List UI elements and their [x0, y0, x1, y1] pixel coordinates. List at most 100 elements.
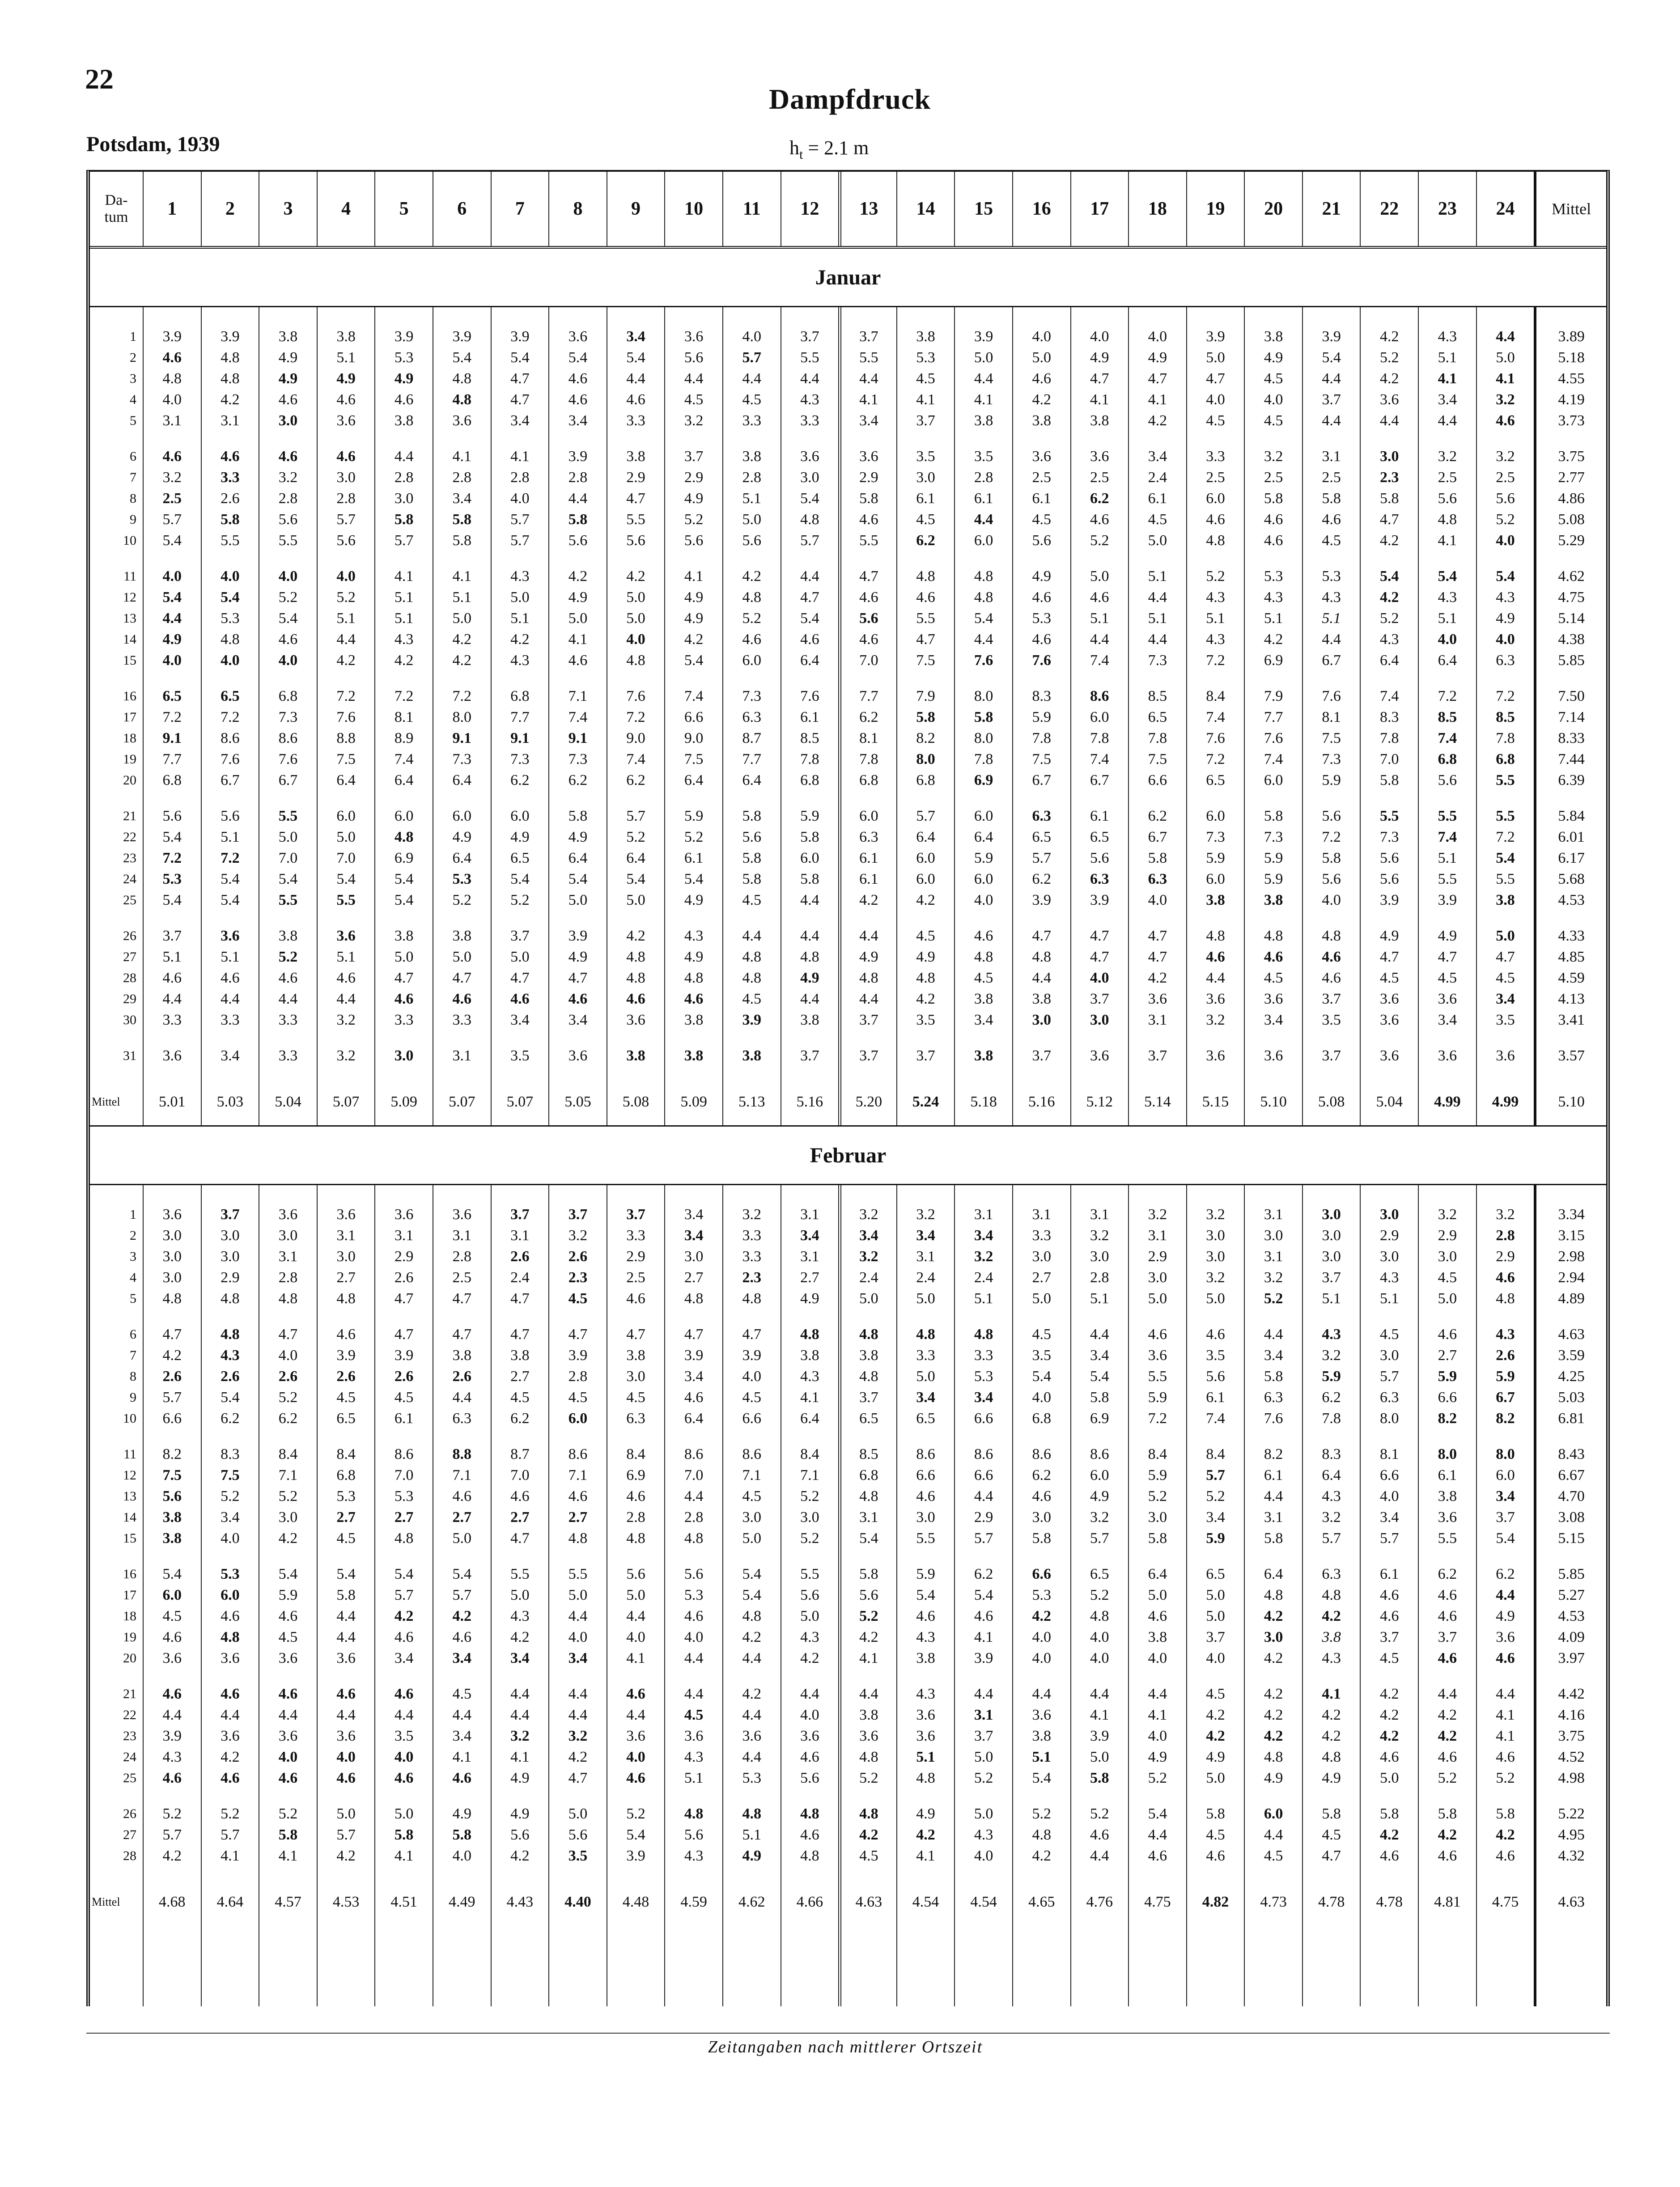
hour-value: 8.6	[954, 1429, 1012, 1465]
row-mean: 5.84	[1534, 791, 1606, 826]
hour-value: 7.6	[1186, 728, 1244, 749]
hour-value: 5.0	[316, 1789, 375, 1824]
hour-value: 8.6	[259, 728, 317, 749]
hour-value: 7.3	[548, 749, 607, 770]
hour-value: 3.2	[722, 1185, 781, 1225]
hour-value: 3.7	[838, 1030, 896, 1066]
hour-value: 4.0	[259, 650, 317, 671]
hour-value: 4.6	[548, 650, 607, 671]
hour-value: 2.8	[606, 1507, 665, 1528]
hour-value: 7.8	[1128, 728, 1186, 749]
hour-mean-value: 5.08	[1302, 1066, 1360, 1112]
hour-value: 4.7	[606, 488, 665, 509]
hour-value: 5.5	[780, 1549, 839, 1585]
hour-value: 3.8	[954, 988, 1012, 1009]
hour-value: 5.6	[1476, 488, 1534, 509]
hour-value: 4.4	[954, 629, 1012, 650]
hour-value: 8.6	[1070, 1429, 1128, 1465]
hour-value: 5.1	[316, 347, 375, 368]
table-row: 17 6.0 6.0 5.9 5.8 5.7 5.7 5.0 5.0 5.0 5.3 5.4 5.6 5.…	[90, 1585, 1606, 1606]
filler-cell	[432, 1912, 491, 2006]
hour-value: 4.9	[374, 368, 433, 389]
hour-value: 3.1	[1128, 1225, 1186, 1246]
hour-value: 5.0	[259, 826, 317, 848]
row-mean: 4.89	[1534, 1288, 1606, 1309]
hour-value: 3.1	[780, 1185, 839, 1225]
hour-value: 3.6	[664, 307, 722, 347]
hour-value: 4.6	[1360, 1845, 1418, 1866]
hour-value: 4.6	[1186, 1309, 1244, 1345]
hour-value: 4.2	[1244, 1725, 1302, 1746]
filler-cell	[490, 1112, 549, 1125]
hour-value: 8.1	[374, 707, 433, 728]
hour-value: 6.6	[954, 1408, 1012, 1429]
hour-value: 3.5	[896, 431, 955, 467]
hour-value: 7.4	[374, 749, 433, 770]
hour-value: 4.4	[432, 1704, 491, 1725]
hour-value: 6.6	[896, 1465, 955, 1486]
hour-value: 4.7	[1360, 509, 1418, 530]
header-hour: 4	[316, 172, 375, 246]
hour-value: 6.3	[1012, 791, 1070, 826]
hour-value: 5.5	[838, 530, 896, 551]
hour-value: 4.4	[259, 1704, 317, 1725]
hour-value: 5.7	[200, 1824, 259, 1845]
hour-value: 6.0	[954, 869, 1012, 890]
hour-value: 4.6	[1186, 1845, 1244, 1866]
hour-value: 5.3	[316, 1486, 375, 1507]
hour-value: 4.8	[722, 587, 781, 608]
hour-mean-value: 5.20	[838, 1066, 896, 1112]
hour-value: 4.6	[606, 988, 665, 1009]
hour-value: 2.8	[374, 467, 433, 488]
hour-value: 3.6	[1360, 389, 1418, 410]
hour-value: 4.6	[259, 629, 317, 650]
hour-value: 4.8	[374, 1528, 433, 1549]
hour-value: 3.7	[1186, 1627, 1244, 1648]
hour-value: 4.0	[606, 1627, 665, 1648]
row-mean: 3.57	[1534, 1030, 1606, 1066]
hour-value: 3.7	[896, 410, 955, 431]
hour-value: 3.0	[1244, 1627, 1302, 1648]
hour-value: 3.2	[896, 1185, 955, 1225]
hour-value: 5.0	[1012, 1288, 1070, 1309]
hour-value: 4.3	[1360, 1267, 1418, 1288]
hour-value: 2.8	[954, 467, 1012, 488]
hour-value: 2.7	[432, 1507, 491, 1528]
hour-value: 5.8	[432, 530, 491, 551]
hour-value: 4.6	[838, 629, 896, 650]
hour-value: 4.3	[1302, 587, 1360, 608]
hour-value: 3.4	[490, 410, 549, 431]
hour-value: 5.9	[1128, 1465, 1186, 1486]
hour-value: 4.5	[1360, 1648, 1418, 1669]
hour-value: 3.8	[838, 1345, 896, 1366]
hour-value: 6.8	[143, 770, 201, 791]
hour-value: 5.5	[606, 509, 665, 530]
hour-value: 4.2	[1360, 1824, 1418, 1845]
hour-value: 6.1	[374, 1408, 433, 1429]
hour-value: 8.2	[1476, 1408, 1534, 1429]
hour-value: 5.2	[1186, 1486, 1244, 1507]
hour-value: 4.4	[316, 988, 375, 1009]
hour-value: 4.6	[1186, 946, 1244, 967]
hour-value: 6.5	[1186, 770, 1244, 791]
hour-value: 3.6	[316, 911, 375, 946]
hour-value: 6.3	[1476, 650, 1534, 671]
filler-cell	[1476, 1112, 1534, 1125]
hour-value: 4.8	[606, 1528, 665, 1549]
hour-value: 4.2	[1418, 1725, 1476, 1746]
hour-value: 3.4	[1476, 988, 1534, 1009]
hour-value: 4.6	[490, 1486, 549, 1507]
row-day: 18	[123, 1609, 136, 1623]
hour-value: 4.5	[1186, 1824, 1244, 1845]
header-hour: 1	[143, 172, 201, 246]
hour-value: 3.6	[259, 1648, 317, 1669]
mean-row: Mittel 5.01 5.03 5.04 5.07 5.09 5.07 5.07 5.05 5.…	[90, 1066, 1606, 1112]
filler-cell	[1534, 1912, 1606, 2006]
hour-value: 7.8	[1302, 1408, 1360, 1429]
hour-value: 3.0	[606, 1366, 665, 1387]
table-row: 7 3.2 3.3 3.2 3.0 2.8 2.8 2.8 2.8 2.9 2.9 2.8 3.0 2.9…	[90, 467, 1606, 488]
table-row: 20 6.8 6.7 6.7 6.4 6.4 6.4 6.2 6.2 6.2 6.4 6.4 6.8 6.…	[90, 770, 1606, 791]
hour-value: 6.2	[259, 1408, 317, 1429]
hour-value: 3.8	[954, 410, 1012, 431]
hour-value: 4.2	[1244, 1606, 1302, 1627]
